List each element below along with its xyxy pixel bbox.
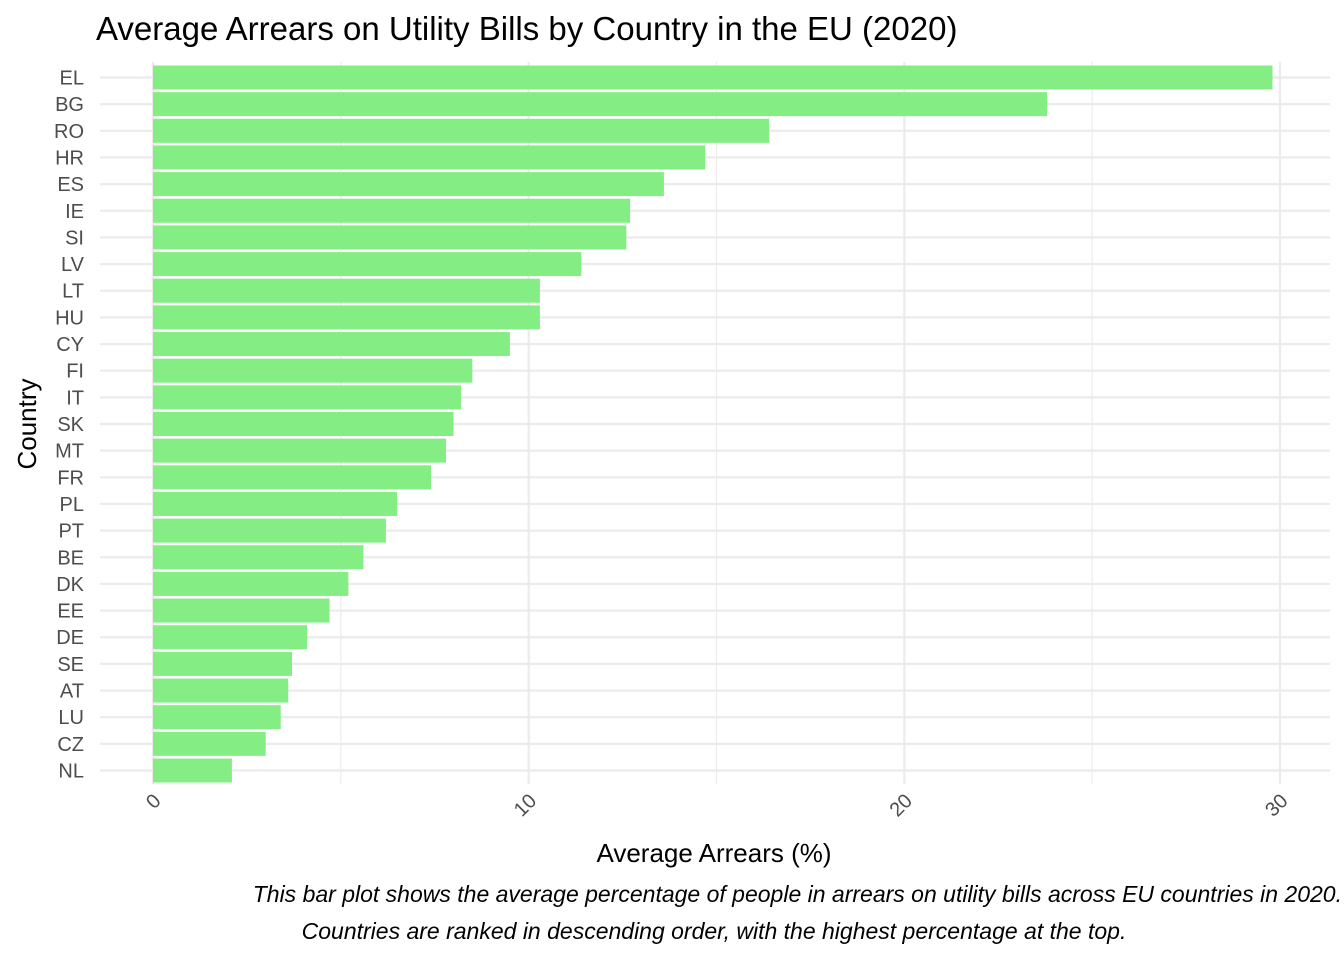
y-tick-label: AT [60,681,84,703]
bar-hr [153,145,706,170]
x-axis-title: Average Arrears (%) [596,838,831,868]
y-tick-label: DK [56,574,84,596]
y-tick-label: BG [55,94,84,116]
bar-de [153,625,308,650]
y-tick-label: PT [58,521,84,543]
y-tick-label: SE [57,654,84,676]
bar-ee [153,598,330,623]
y-tick-label: LT [62,281,84,303]
y-tick-label: FI [66,361,84,383]
y-tick-label: PL [60,494,84,516]
y-tick-label: EL [60,68,84,90]
bar-ro [153,118,770,143]
bar-nl [153,758,232,783]
bar-cy [153,332,510,357]
y-tick-labels: EL BG RO HR ES IE SI LV LT HU CY FI IT SK MT FR PL PT BE DK… [54,68,85,783]
y-tick-label: SI [65,227,84,249]
x-tick-label: 30 [1261,790,1292,821]
y-tick-label: SK [57,414,84,436]
y-tick-label: RO [54,121,84,143]
y-tick-label: HR [55,147,84,169]
chart-title: Average Arrears on Utility Bills by Coun… [96,10,957,47]
y-tick-label: CY [56,334,84,356]
y-tick-label: HU [55,307,84,329]
bar-at [153,678,289,703]
y-tick-label: BE [57,547,84,569]
bar-fr [153,465,431,490]
x-tick-label: 10 [510,790,541,821]
caption-line-2: Countries are ranked in descending order… [302,918,1127,944]
bar-lv [153,252,582,277]
bar-el [153,65,1273,90]
y-tick-label: LV [61,254,85,276]
y-tick-label: ES [57,174,84,196]
bar-es [153,172,664,197]
y-tick-label: EE [57,601,84,623]
bar-lu [153,705,281,730]
bar-be [153,545,364,570]
bar-fi [153,358,473,383]
bar-pl [153,491,398,516]
y-tick-label: LU [58,707,84,729]
bar-cz [153,731,266,756]
bar-it [153,385,462,410]
bars [153,65,1273,783]
bar-mt [153,438,447,463]
bar-pt [153,518,386,543]
y-tick-label: FR [57,467,84,489]
y-axis-title: Country [12,378,42,469]
bar-lt [153,278,540,303]
y-tick-label: MT [55,441,84,463]
bar-dk [153,571,349,596]
y-tick-label: IE [65,201,84,223]
x-tick-label: 0 [142,790,165,813]
bar-ie [153,198,631,223]
bar-se [153,651,292,676]
y-tick-label: NL [58,761,84,783]
bar-sk [153,412,454,436]
y-tick-label: CZ [57,734,84,756]
x-tick-label: 20 [886,790,917,821]
y-tick-label: DE [56,627,84,649]
x-tick-labels: 0 10 20 30 [142,790,1292,821]
caption-line-1: This bar plot shows the average percenta… [253,881,1342,907]
bar-bg [153,92,1048,117]
bar-si [153,225,627,250]
bar-hu [153,305,540,330]
y-tick-label: IT [66,387,84,409]
